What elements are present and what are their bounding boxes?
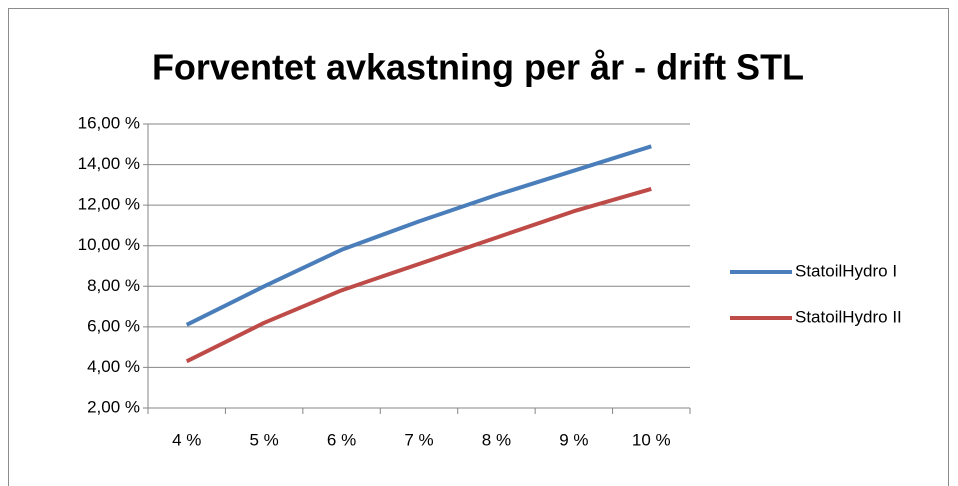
x-tick-label: 4 % [172,430,201,449]
y-tick-label: 2,00 % [87,397,140,416]
chart-border [8,8,949,486]
series-line [185,144,652,327]
x-tick-label: 9 % [559,430,588,449]
series-line [185,186,652,364]
y-tick-label: 4,00 % [87,357,140,376]
y-tick-label: 12,00 % [78,195,140,214]
x-tick-label: 6 % [327,430,356,449]
x-tick-label: 7 % [404,430,433,449]
y-tick-label: 10,00 % [78,235,140,254]
y-tick-label: 14,00 % [78,154,140,173]
x-tick-label: 5 % [249,430,278,449]
x-tick-label: 10 % [632,430,671,449]
y-tick-label: 16,00 % [78,113,140,132]
y-tick-label: 8,00 % [87,276,140,295]
x-tick-label: 8 % [482,430,511,449]
legend-label: StatoilHydro II [795,307,902,326]
y-tick-label: 6,00 % [87,316,140,335]
legend-label: StatoilHydro I [795,261,897,280]
chart-title: Forventet avkastning per år - drift STL [152,47,804,88]
